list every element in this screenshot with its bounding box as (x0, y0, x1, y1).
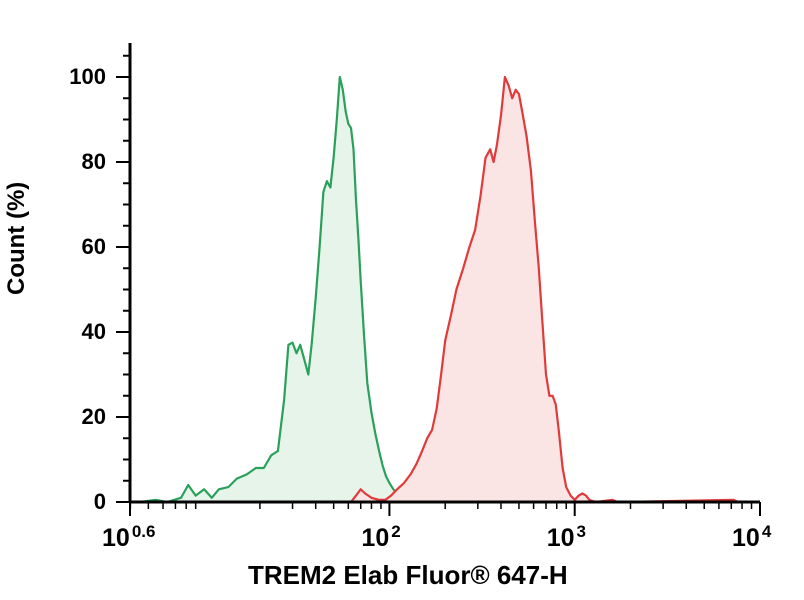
y-tick-label: 40 (81, 319, 106, 344)
x-tick-label: 10 3 (546, 522, 586, 552)
y-axis-label: Count (%) (3, 181, 30, 295)
y-tick-label: 60 (81, 234, 106, 259)
series-2-area (351, 77, 738, 502)
axes-layer (116, 43, 761, 516)
x-axis-label: TREM2 Elab Fluor® 647-H (248, 560, 568, 590)
y-tick-label: 0 (93, 489, 106, 514)
y-tick-label: 80 (81, 149, 106, 174)
x-tick-label: 10 4 (732, 522, 772, 552)
series-layer (139, 75, 739, 504)
series-2-line (350, 75, 739, 504)
x-tick-label: 10 2 (361, 522, 401, 552)
series-1-area (139, 77, 460, 502)
series-1-line (139, 75, 461, 504)
x-tick-label: 10 0.6 (102, 522, 156, 552)
y-tick-label: 20 (81, 404, 106, 429)
y-tick-label: 100 (69, 64, 106, 89)
